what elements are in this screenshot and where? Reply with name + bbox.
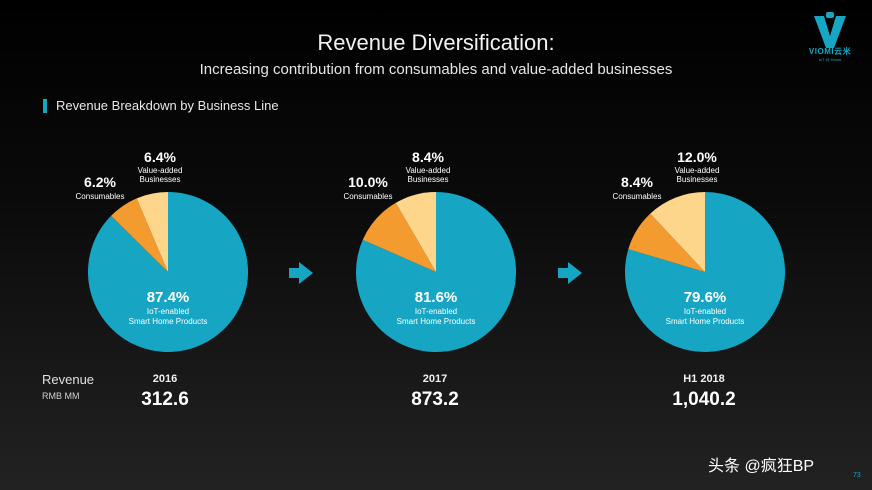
- slice-consumables: [362, 202, 436, 272]
- consumables-name-label: Consumables: [76, 192, 125, 201]
- consumables-percent-label: 10.0%: [348, 174, 388, 190]
- period-2016: 2016: [152, 373, 178, 385]
- value-added-percent-label: 12.0%: [677, 149, 717, 165]
- period-2017: 2017: [422, 373, 448, 385]
- revenue-2016: 312.6: [141, 389, 189, 410]
- iot-percent-label: 87.4%: [147, 289, 190, 306]
- consumables-percent-label: 8.4%: [621, 174, 653, 190]
- value-added-percent-label: 6.4%: [144, 149, 176, 165]
- slice-value-added: [136, 192, 168, 272]
- iot-name-label: IoT-enabled: [684, 307, 726, 316]
- logo-brand-text: VIOMI云米: [808, 47, 852, 56]
- consumables-name-label: Consumables: [613, 192, 662, 201]
- slice-consumables: [111, 198, 168, 272]
- viomi-logo: [814, 12, 846, 48]
- slice-iot: [625, 192, 786, 353]
- iot-percent-label: 79.6%: [684, 289, 727, 306]
- revenue-2017: 873.2: [411, 389, 459, 410]
- value-added-name-label: Businesses: [140, 175, 181, 184]
- section-marker: [43, 99, 47, 113]
- watermark: 头条 @疯狂BP: [708, 458, 815, 475]
- slice-iot: [356, 191, 517, 352]
- revenue-label: Revenue: [42, 372, 95, 387]
- value-added-name-label: Businesses: [408, 175, 449, 184]
- value-added-percent-label: 8.4%: [412, 149, 444, 165]
- slice-value-added: [395, 192, 436, 272]
- consumables-percent-label: 6.2%: [84, 174, 116, 190]
- page-subtitle: Increasing contribution from consumables…: [199, 61, 673, 78]
- value-added-name-label: Value-added: [675, 166, 720, 175]
- iot-name-label: Smart Home Products: [129, 317, 208, 326]
- slice-iot: [88, 192, 249, 352]
- consumables-name-label: Consumables: [344, 192, 393, 201]
- arrow-right-icon: [289, 262, 313, 284]
- value-added-name-label: Businesses: [677, 175, 718, 184]
- iot-name-label: Smart Home Products: [397, 317, 476, 326]
- page-number: 73: [853, 472, 861, 479]
- page-title: Revenue Diversification:: [317, 30, 555, 55]
- value-added-name-label: Value-added: [406, 166, 451, 175]
- logo-tagline: IoT @ Home: [818, 57, 842, 62]
- iot-name-label: Smart Home Products: [666, 317, 745, 326]
- iot-name-label: IoT-enabled: [415, 307, 457, 316]
- slice-consumables: [628, 213, 705, 272]
- arrow-right-icon: [558, 262, 582, 284]
- iot-percent-label: 81.6%: [415, 289, 458, 306]
- value-added-name-label: Value-added: [138, 166, 183, 175]
- iot-name-label: IoT-enabled: [147, 307, 189, 316]
- revenue-h1-2018: 1,040.2: [672, 389, 736, 410]
- period-h1-2018: H1 2018: [683, 373, 725, 385]
- revenue-unit: RMB MM: [42, 391, 80, 401]
- slice-value-added: [650, 192, 705, 272]
- section-title: Revenue Breakdown by Business Line: [56, 98, 279, 113]
